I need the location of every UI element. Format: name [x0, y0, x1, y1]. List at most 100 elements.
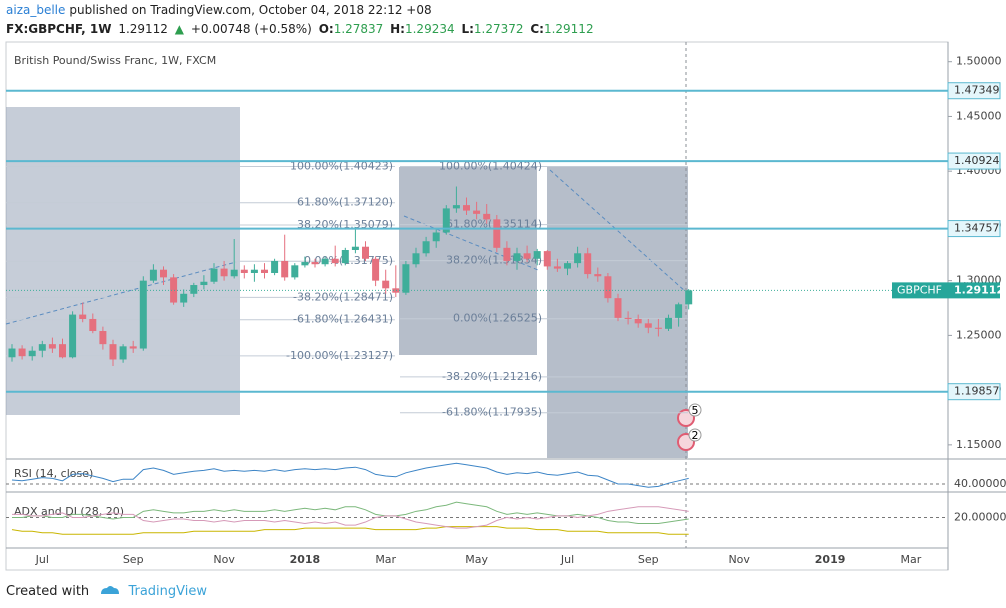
x-tick-label: Sep — [638, 553, 659, 566]
level-label: 1.47349 — [954, 84, 1000, 97]
candle-body — [382, 280, 390, 289]
candle-body — [139, 280, 147, 349]
candle-body — [59, 344, 66, 358]
candle-body — [99, 331, 107, 345]
y-tick-label: 1.50000 — [956, 55, 1002, 68]
trend-line — [5, 261, 237, 325]
publish-info: published on TradingView.com, October 04… — [69, 3, 432, 17]
quote-line: FX:GBPCHF, 1W 1.29112 ▲ +0.00748 (+0.58%… — [6, 22, 597, 36]
event-badge[interactable]: 5 — [677, 403, 702, 427]
indicator-level-label: 40.00000 — [954, 477, 1006, 490]
username[interactable]: aiza_belle — [6, 3, 66, 17]
candle-body — [594, 274, 602, 277]
candle-body — [634, 318, 642, 324]
x-tick-label: Jul — [35, 553, 49, 566]
indicator-line — [11, 526, 689, 535]
candle-body — [301, 262, 309, 266]
candle-body — [200, 281, 208, 286]
symbol: FX:GBPCHF, 1W — [6, 22, 112, 36]
change: +0.00748 (+0.58%) — [190, 22, 312, 36]
candle-body — [412, 253, 420, 265]
candle-body — [372, 258, 380, 281]
publish-line: aiza_belle published on TradingView.com, … — [6, 3, 435, 17]
candle-body — [261, 269, 268, 273]
candle-body — [281, 260, 289, 278]
candle-body — [362, 246, 369, 259]
candle-body — [18, 348, 26, 357]
last-price-tag — [892, 282, 1000, 299]
symbol-title: British Pound/Swiss Franc, 1W, FXCM — [14, 54, 216, 67]
candle-body — [483, 213, 491, 220]
candle-body — [442, 208, 450, 233]
level-tag — [947, 220, 1001, 238]
fib-label: -61.80%(1.26431) — [293, 313, 393, 326]
candle-body — [685, 290, 693, 305]
candle-body — [574, 253, 582, 264]
candle-body — [170, 277, 178, 303]
candle-body — [392, 288, 400, 293]
open: 1.27837 — [333, 22, 384, 36]
low: 1.27372 — [473, 22, 524, 36]
candle-body — [210, 268, 218, 282]
fib-label: 61.80%(1.37120) — [297, 196, 393, 209]
low-label: L: — [461, 22, 474, 36]
indicator-level-label: 20.00000 — [954, 510, 1006, 523]
candle-body — [584, 253, 592, 275]
candle-body — [89, 318, 97, 332]
candle-body — [513, 253, 521, 261]
candle-body — [38, 344, 46, 351]
high: 1.29234 — [404, 22, 455, 36]
candle-body — [624, 317, 632, 319]
trend-line — [549, 169, 687, 293]
candle-body — [553, 266, 561, 269]
fib-label: -38.20%(1.28471) — [293, 290, 393, 303]
last-price-name: GBPCHF — [897, 283, 942, 296]
arrow: ▲ — [174, 22, 184, 36]
candle-body — [331, 258, 339, 264]
x-tick-label: May — [465, 553, 488, 566]
candle-body — [119, 346, 127, 360]
candle-body — [654, 327, 662, 329]
brand-icon — [101, 586, 120, 594]
candle-body — [473, 210, 481, 214]
candle-body — [351, 246, 359, 250]
candle-body — [644, 323, 652, 328]
event-badge[interactable]: 2 — [677, 428, 702, 451]
candle-body — [250, 269, 258, 273]
indicator-line — [12, 506, 689, 529]
candle-body — [79, 314, 87, 319]
candle-body — [271, 260, 279, 273]
candle-body — [614, 298, 622, 318]
y-tick-label: 1.45000 — [956, 109, 1002, 122]
indicator-line — [11, 462, 689, 488]
y-tick-label: 1.25000 — [956, 328, 1002, 341]
candle-body — [160, 269, 167, 278]
footer: Created with TradingView — [6, 583, 210, 599]
candle-body — [149, 269, 157, 281]
event-count: 5 — [692, 404, 699, 417]
candle-body — [675, 304, 683, 318]
candle-body — [8, 348, 16, 358]
y-tick-label: 1.15000 — [956, 438, 1002, 451]
x-tick-label: 2019 — [815, 553, 846, 566]
candle-body — [180, 293, 188, 303]
brand[interactable]: TradingView — [128, 584, 207, 599]
candle-body — [321, 258, 329, 265]
candle-body — [341, 250, 349, 264]
candle-body — [230, 269, 238, 277]
x-tick-label: 2018 — [290, 553, 321, 566]
candle-body — [48, 344, 56, 349]
open-label: O: — [318, 22, 334, 36]
level-label: 1.40924 — [954, 154, 1000, 167]
fib-label: 0.00%(1.26525) — [453, 312, 542, 325]
candle-body — [452, 205, 460, 209]
candle-body — [190, 285, 198, 294]
fib-label: 100.00%(1.40423) — [290, 160, 393, 173]
close: 1.29112 — [543, 22, 594, 36]
fib-label: 100.00%(1.40424) — [439, 160, 542, 173]
x-tick-label: Mar — [375, 553, 396, 566]
candle-body — [402, 264, 410, 293]
level-tag — [947, 152, 1001, 170]
candle-body — [240, 269, 248, 273]
